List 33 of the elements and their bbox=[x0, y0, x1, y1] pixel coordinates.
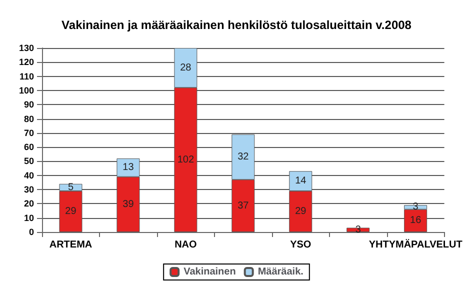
y-tick-label: 60 bbox=[24, 142, 34, 152]
chart-title: Vakinainen ja määräaikainen henkilöstö tulosalueittain v.2008 bbox=[62, 18, 412, 32]
y-tick-label: 0 bbox=[28, 227, 34, 237]
data-label: 37 bbox=[238, 200, 250, 212]
data-label: 102 bbox=[177, 154, 194, 166]
data-label: 28 bbox=[180, 62, 192, 74]
x-tick-label: YSO bbox=[290, 240, 312, 250]
x-tick-label: YHTYMÄPALVELUT bbox=[368, 238, 462, 250]
x-tick-label: ARTEMA bbox=[49, 240, 92, 250]
y-tick-label: 100 bbox=[18, 85, 34, 96]
y-tick-label: 90 bbox=[24, 100, 34, 110]
x-tick-label: NAO bbox=[174, 240, 198, 250]
data-label: 39 bbox=[122, 198, 134, 210]
data-label: 13 bbox=[122, 162, 134, 174]
data-label: 29 bbox=[295, 206, 307, 217]
y-tick-label: 120 bbox=[18, 57, 34, 68]
y-tick-label: 40 bbox=[24, 170, 34, 180]
y-tick-label: 70 bbox=[24, 128, 34, 138]
bar bbox=[346, 228, 370, 232]
data-label: 29 bbox=[65, 206, 77, 217]
y-tick-label: 30 bbox=[24, 184, 34, 195]
data-label: 5 bbox=[68, 182, 74, 193]
legend-label: Määräaik. bbox=[258, 266, 304, 278]
data-label: 16 bbox=[410, 215, 422, 226]
data-label: 14 bbox=[295, 176, 307, 187]
y-tick-label: 50 bbox=[24, 156, 34, 166]
y-tick-label: 80 bbox=[24, 114, 34, 124]
y-tick-label: 130 bbox=[18, 43, 34, 53]
y-tick-label: 20 bbox=[24, 198, 34, 209]
y-tick-label: 110 bbox=[19, 71, 34, 82]
data-label: 32 bbox=[238, 151, 250, 162]
y-tick-label: 10 bbox=[24, 212, 34, 223]
legend-label: Vakinainen bbox=[184, 266, 236, 278]
